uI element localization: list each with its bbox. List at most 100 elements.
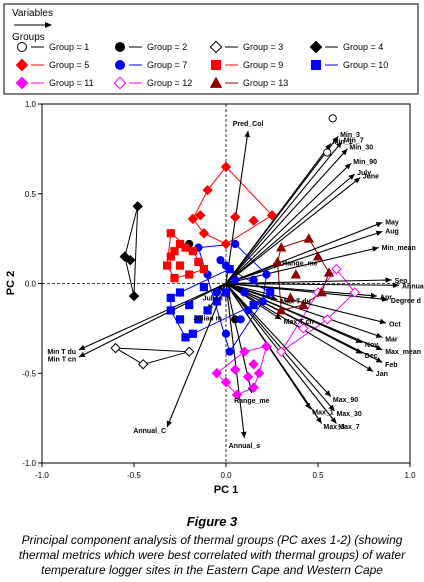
point-group-13 [298,299,309,309]
point-group-5 [220,161,232,173]
legend-groups-label: Groups [12,32,45,43]
point-group-5 [266,210,278,221]
vector-july [225,173,356,284]
vector-min-7 [225,141,343,284]
vector-label: Range_me [234,398,270,405]
point-group-10 [249,300,258,310]
vector-arrowhead [244,130,250,138]
legend-label: Group = 4 [343,42,383,52]
legend-label: Group = 7 [147,60,187,70]
vector-label: Julian m [193,315,221,322]
vector-label: Min_3 [340,132,360,139]
vector-label: Julian m [203,296,231,303]
y-tick-label: 0.5 [25,190,37,199]
vector-degree-d [225,282,388,301]
point-group-12 [349,287,361,298]
vector-arrowhead [325,143,331,150]
vector-label: Oct [389,322,401,329]
point-group-11 [253,368,265,379]
point-group-7 [249,275,258,285]
legend-marker [15,58,29,72]
vector-aug [225,230,383,285]
point-group-9 [163,261,172,270]
vector-pred-col [225,130,249,284]
point-group-9 [194,257,203,267]
legend-marker [17,42,27,52]
legend-item-group-1: Group = 1 [17,42,89,52]
point-group-10 [166,293,175,302]
vector-label: Sep [395,278,408,285]
vector-max-mean [225,282,383,351]
vector-arrowhead [353,177,361,184]
point-group-9 [166,229,175,238]
point-group-7 [231,239,240,249]
figure-title: Figure 3 [186,514,238,529]
vector-arrowhead [316,417,322,424]
point-group-1 [323,148,332,157]
x-tick-label: -1.0 [35,471,49,480]
vector-label: Annual_C [133,428,166,435]
point-group-1 [328,114,337,123]
vector-feb [225,283,383,363]
vector-label: Dec [365,353,378,360]
hull-group-3 [115,347,190,365]
vector-max-90 [225,283,332,397]
point-group-12 [331,263,342,275]
vector-min-t-cn [78,283,227,358]
legend-item-group-9: Group = 9 [211,60,283,70]
point-group-13 [316,287,327,297]
point-group-3 [110,342,121,354]
vector-label: July [357,170,371,177]
point-group-13 [276,242,287,252]
vector-label: Apr [380,294,392,301]
vector-label: Range_me [282,261,318,268]
point-group-9 [170,274,179,283]
legend-label: Group = 13 [243,78,288,88]
legend-variables-arrowhead [45,22,52,28]
point-group-7 [258,297,267,306]
legend-item-group-10: Group = 10 [311,60,388,70]
hull-group-4 [124,206,139,297]
vector-label: Degree d [391,298,421,305]
legend-marker [211,60,221,70]
vector-label: Feb [385,362,397,369]
point-group-10 [212,297,221,306]
vector-label: Max T du [280,299,310,306]
vector-label: Max_mean [385,349,421,356]
legend-label: Group = 12 [147,78,192,88]
legend-marker [115,42,125,52]
point-group-10 [185,300,194,310]
vector-max-30 [225,283,335,412]
point-group-7 [212,288,221,297]
point-group-13 [276,305,287,315]
point-group-9 [199,265,209,274]
vector-arrowhead [379,318,387,325]
point-group-9 [188,247,197,256]
point-group-3 [183,346,195,357]
point-group-10 [194,315,203,324]
point-group-5 [187,213,199,225]
vector-label: Min_30 [349,145,373,152]
point-group-5 [248,215,259,226]
point-group-5 [198,228,210,239]
vector-label: Mar [385,336,398,343]
vector-arrowhead [375,357,383,363]
vector-arrowhead [372,246,379,252]
point-group-12 [321,314,333,325]
y-axis-label: PC 2 [5,271,17,295]
vector-arrowhead [78,351,86,358]
vector-arrowhead [305,402,311,410]
vector-label: Max_7 [338,424,360,431]
vector-arrowhead [375,332,383,338]
legend-item-group-11: Group = 11 [15,76,94,90]
vector-label: Jan [376,371,388,378]
legend-marker [115,60,125,70]
vector-label: Max_30 [337,411,362,418]
legend-item-group-2: Group = 2 [115,42,187,52]
x-tick-label: 1.0 [404,471,416,480]
vector-oct [225,282,387,324]
x-tick-label: -0.5 [127,471,141,480]
vector-arrowhead [336,141,342,149]
vector-min-90 [225,162,352,284]
legend-item-group-5: Group = 5 [15,58,89,72]
